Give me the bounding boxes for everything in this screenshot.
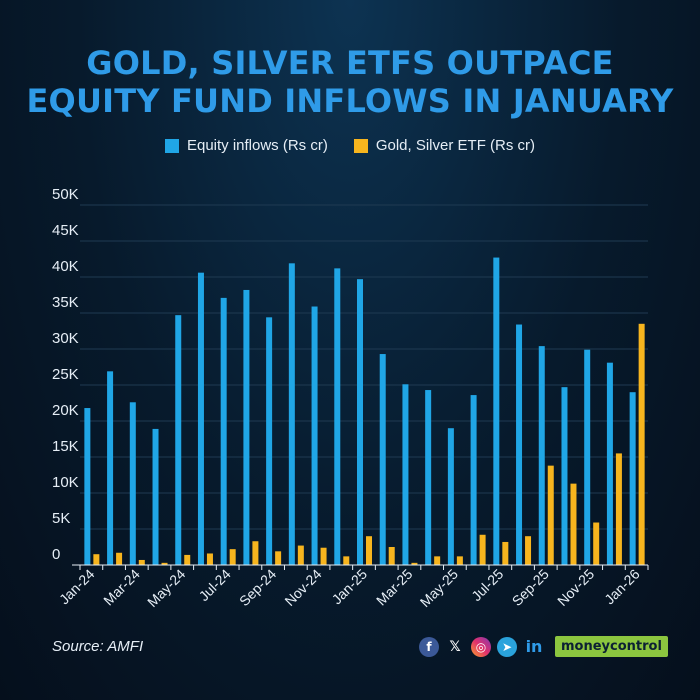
bar-equity [197,272,204,565]
source-note: Source: AMFI [52,638,144,655]
bar-equity [629,392,636,565]
bar-gold [502,541,509,565]
bar-gold [116,552,123,565]
x-tick-label: Jan-26 [601,566,643,608]
y-tick-label: 0 [52,546,60,563]
bar-equity [584,349,591,565]
social-bar: f 𝕏 ◎ ➤ in moneycontrol [419,636,668,657]
bar-equity [425,390,432,565]
y-tick-label: 25K [52,366,79,383]
bar-gold [93,554,100,565]
y-tick-label: 10K [52,474,79,491]
bar-equity [606,362,613,565]
bar-gold [615,453,622,565]
x-tick-label: May-25 [417,566,461,610]
bar-gold [252,541,259,565]
x-tick-label: Jul-24 [196,566,234,604]
bar-equity [107,371,114,565]
bar-gold [593,522,600,565]
instagram-icon[interactable]: ◎ [471,636,491,657]
legend: Equity inflows (Rs cr) Gold, Silver ETF … [0,137,700,154]
bar-gold [456,556,463,565]
bar-gold [320,547,327,565]
y-tick-label: 40K [52,258,79,275]
bar-equity [311,306,318,565]
x-tick-label: Nov-24 [281,566,324,609]
bar-equity [379,354,386,565]
legend-label-equity: Equity inflows (Rs cr) [186,137,328,154]
facebook-icon[interactable]: f [419,636,439,657]
bar-equity [220,297,227,565]
title-line-1: GOLD, SILVER ETFS OUTPACE [86,44,614,82]
brand-logo: moneycontrol [555,636,668,657]
bar-gold [366,536,372,565]
legend-item-gold: Gold, Silver ETF (Rs cr) [353,137,536,154]
y-tick-label: 30K [52,330,79,347]
bar-gold [411,562,418,565]
y-tick-label: 5K [52,510,70,527]
bar-gold [638,323,645,565]
chart-title: GOLD, SILVER ETFS OUTPACE EQUITY FUND IN… [0,44,700,120]
legend-swatch-equity [164,138,179,153]
bar-gold [229,549,236,565]
bar-gold [275,551,282,565]
linkedin-icon[interactable]: in [525,637,543,656]
bar-equity [288,263,295,565]
title-line-2: EQUITY FUND INFLOWS IN JANUARY [26,82,674,120]
bar-equity [129,402,136,565]
x-tick-label: Mar-24 [100,566,143,609]
bar-gold [161,562,168,565]
bar-equity [447,428,454,565]
y-tick-label: 45K [52,222,79,239]
x-tick-label: May-24 [144,566,188,610]
bar-gold [434,556,441,565]
bar-gold [138,559,145,565]
y-tick-label: 50K [52,186,79,203]
x-tick-label: Nov-25 [554,566,597,609]
x-tick-label: Jan-25 [329,566,371,608]
bar-equity [402,384,409,565]
legend-label-gold: Gold, Silver ETF (Rs cr) [375,137,536,154]
bar-gold [570,483,577,565]
bar-gold [343,556,350,565]
x-tick-label: Sep-25 [509,566,552,609]
bar-gold [184,554,191,565]
bar-equity [175,315,182,565]
legend-item-equity: Equity inflows (Rs cr) [164,137,328,154]
bar-gold [388,547,395,565]
bar-equity [538,346,545,565]
bar-equity [493,257,500,565]
y-tick-label: 20K [52,402,79,419]
x-tick-label: Sep-24 [236,566,279,609]
bar-equity [357,279,363,565]
x-tick-label: Mar-25 [373,566,416,609]
bar-equity [266,317,273,565]
bar-equity [561,387,568,565]
bar-gold [297,545,304,565]
y-tick-label: 15K [52,438,79,455]
bar-equity [516,324,523,565]
bar-equity [243,289,250,565]
bar-gold [547,465,554,565]
bar-gold [206,553,213,565]
x-tick-label: Jan-24 [56,566,98,608]
telegram-icon[interactable]: ➤ [497,636,517,657]
bar-equity [152,428,159,565]
bar-equity [334,268,341,565]
x-icon[interactable]: 𝕏 [449,638,461,655]
bar-gold [525,536,532,565]
y-tick-label: 35K [52,294,79,311]
bar-equity [470,395,477,565]
legend-swatch-gold [353,138,368,153]
bar-gold [479,534,486,565]
bar-equity [84,408,91,565]
x-tick-label: Jul-25 [468,566,506,604]
